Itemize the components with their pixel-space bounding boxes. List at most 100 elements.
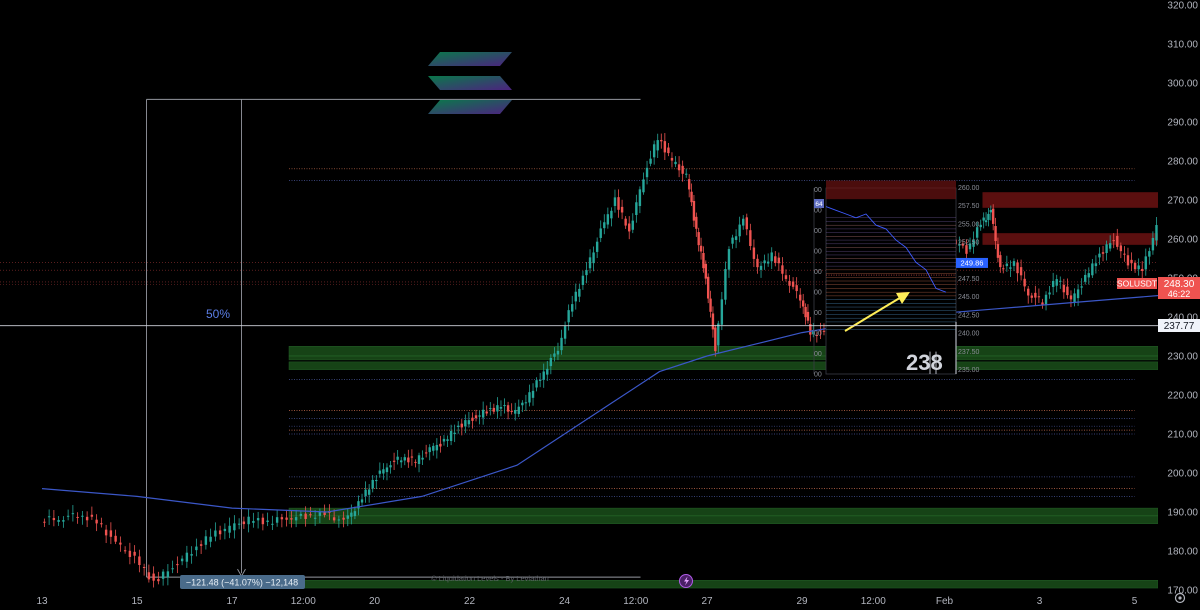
y-tick-label: 200.00 xyxy=(1167,469,1198,480)
candle-body xyxy=(360,499,364,503)
candle-body xyxy=(90,514,94,517)
candle-body xyxy=(727,249,731,270)
candle-body xyxy=(392,460,396,462)
y-tick-label: 230.00 xyxy=(1167,352,1198,363)
x-tick-label: 5 xyxy=(1132,596,1138,607)
candle-body xyxy=(290,518,293,520)
candle-body xyxy=(417,455,421,465)
moving-average-line xyxy=(41,292,1200,513)
candle-body xyxy=(635,202,638,215)
x-tick-label: 22 xyxy=(464,596,476,607)
inset-left-tick: 00 xyxy=(814,208,822,215)
measure-tool[interactable] xyxy=(146,98,641,578)
candle-body xyxy=(699,245,703,252)
inset-left-tick: 00 xyxy=(814,310,822,317)
inset-left-tick: 00 xyxy=(814,351,822,358)
candle-body xyxy=(599,228,602,238)
inset-tick-label: 252.50 xyxy=(958,240,980,247)
inset-left-tick: 00 xyxy=(814,290,822,297)
candle-body xyxy=(62,520,65,522)
candle-body xyxy=(485,411,488,414)
candle-body xyxy=(247,516,250,525)
candle-body xyxy=(474,415,478,419)
candle-body xyxy=(1055,279,1058,286)
candle-body xyxy=(66,515,70,517)
candle-body xyxy=(371,479,374,489)
candle-body xyxy=(984,220,988,223)
candle-body xyxy=(218,530,222,535)
candle-body xyxy=(801,300,805,307)
candle-body xyxy=(1119,245,1123,252)
candle-body xyxy=(991,208,995,224)
candle-body xyxy=(1009,267,1012,269)
candle-body xyxy=(152,573,155,581)
candle-body xyxy=(1151,237,1155,251)
candle-body xyxy=(1137,265,1140,270)
candle-body xyxy=(806,311,810,321)
candle-body xyxy=(514,409,517,414)
candle-body xyxy=(724,269,727,300)
candle-body xyxy=(989,209,993,213)
candle-body xyxy=(553,353,556,357)
candle-body xyxy=(114,535,117,542)
candle-body xyxy=(819,330,822,332)
flash-icon[interactable] xyxy=(679,574,693,588)
candle-body xyxy=(731,237,734,244)
candle-body xyxy=(752,247,756,259)
candle-body xyxy=(1112,240,1115,242)
candle-body xyxy=(763,260,766,264)
candle-body xyxy=(1108,243,1112,249)
red-zone-main xyxy=(982,192,1200,200)
candle-body xyxy=(195,546,198,551)
candle-body xyxy=(1051,280,1055,287)
price-axis-bg xyxy=(1158,0,1200,610)
red-zone-main xyxy=(982,239,1200,245)
candle-body xyxy=(697,232,700,246)
settings-icon[interactable] xyxy=(1174,592,1186,604)
inset-price-line xyxy=(825,206,947,293)
x-tick-label: 15 xyxy=(131,596,143,607)
candle-body xyxy=(681,165,684,174)
candle-body xyxy=(749,230,752,246)
candle-body xyxy=(770,252,773,262)
crosshair-price-badge: 237.77 xyxy=(1158,319,1200,332)
candle-body xyxy=(1066,286,1069,296)
candle-body xyxy=(999,255,1002,268)
inset-price-badge-label: 249.86 xyxy=(961,258,984,267)
candle-body xyxy=(809,323,812,335)
candle-body xyxy=(961,243,965,246)
y-tick-label: 220.00 xyxy=(1167,391,1198,402)
green-zone xyxy=(288,580,1159,589)
candle-body xyxy=(261,517,265,525)
candle-body xyxy=(1098,253,1101,258)
candle-body xyxy=(720,299,724,325)
candle-body xyxy=(467,420,471,425)
candle-body xyxy=(1080,286,1083,288)
candle-body xyxy=(734,236,738,240)
candle-body xyxy=(492,407,496,412)
last-price-label: 248.30 xyxy=(1164,279,1195,290)
candle-body xyxy=(660,139,663,142)
candle-body xyxy=(667,147,670,154)
candle-body xyxy=(1094,263,1098,267)
candle-body xyxy=(1041,302,1044,305)
candle-body xyxy=(85,516,89,521)
candle-body xyxy=(958,244,961,246)
candle-body xyxy=(571,304,574,312)
candle-body xyxy=(357,501,360,509)
inset-tick-label: 245.00 xyxy=(958,294,980,301)
x-tick-label: 12:00 xyxy=(291,596,316,607)
candle-body xyxy=(185,552,189,562)
candle-body xyxy=(1002,268,1005,270)
candle-body xyxy=(812,330,815,335)
x-tick-label: Feb xyxy=(936,596,954,607)
candle-body xyxy=(81,515,84,517)
y-tick-label: 310.00 xyxy=(1167,40,1198,51)
candle-body xyxy=(968,243,972,250)
candle-body xyxy=(142,566,146,568)
candle-body xyxy=(624,218,627,226)
red-zone-main xyxy=(982,200,1200,208)
candle-body xyxy=(549,357,553,367)
bar-countdown-label: 46:22 xyxy=(1168,289,1191,299)
